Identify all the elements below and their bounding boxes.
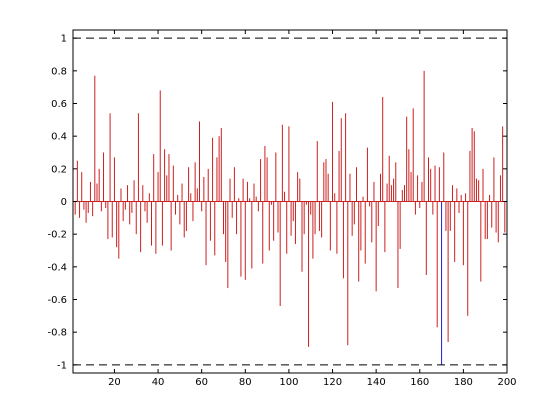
x-tick-label: 200 <box>497 377 516 388</box>
y-tick-label: -0.4 <box>47 262 67 273</box>
y-tick-label: 0.4 <box>51 132 67 143</box>
bar-series <box>72 70 508 365</box>
y-tick-label: 0.2 <box>51 164 67 175</box>
x-tick-label: 100 <box>279 377 298 388</box>
y-tick-label: -0.2 <box>47 230 67 241</box>
y-tick-label: -0.6 <box>47 295 67 306</box>
y-axis: -1 -0.8 -0.6 -0.4 -0.2 0 0.2 0.4 0.6 0.8 1 <box>47 34 507 371</box>
y-tick-label: -0.8 <box>47 328 67 339</box>
y-tick-label: 0.6 <box>51 99 67 110</box>
y-tick-label: -1 <box>57 360 67 371</box>
x-tick-label: 60 <box>195 377 208 388</box>
y-tick-label: 1 <box>61 34 67 45</box>
y-tick-label: 0.8 <box>51 66 67 77</box>
x-tick-label: 120 <box>323 377 342 388</box>
x-tick-label: 20 <box>108 377 121 388</box>
x-axis: 20 40 60 80 100 120 140 160 180 200 <box>108 30 517 388</box>
x-tick-label: 160 <box>410 377 429 388</box>
x-tick-label: 40 <box>152 377 165 388</box>
y-tick-label: 0 <box>61 197 67 208</box>
x-tick-label: 180 <box>454 377 473 388</box>
reference-lines <box>73 37 507 366</box>
x-tick-label: 140 <box>367 377 386 388</box>
x-tick-label: 80 <box>239 377 252 388</box>
